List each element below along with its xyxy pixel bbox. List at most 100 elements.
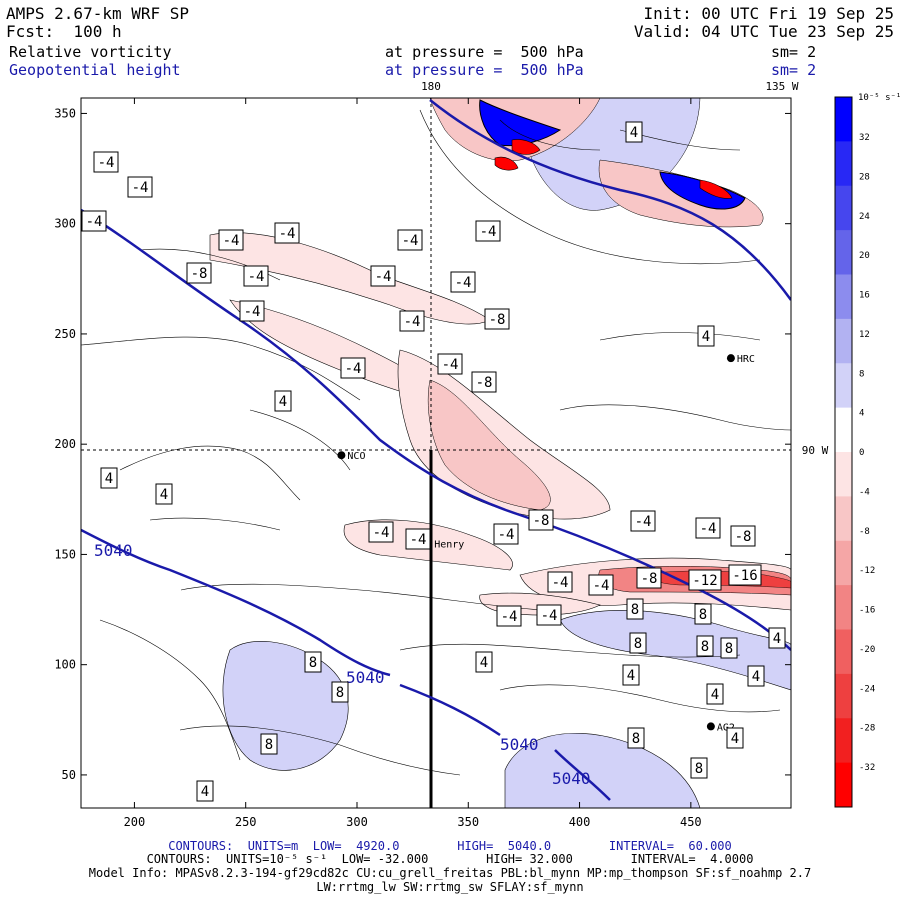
vorticity-label-box <box>405 528 431 550</box>
x-tick-label: 350 <box>457 815 479 829</box>
station-dot <box>726 354 735 363</box>
footer-height-contours: CONTOURS: UNITS=m LOW= 4920.0 HIGH= 5040… <box>168 839 732 853</box>
colorbar-label: -28 <box>859 724 875 734</box>
colorbar-label: -16 <box>859 606 875 616</box>
colorbar-label: -32 <box>859 763 875 773</box>
vorticity-label-box <box>690 757 708 779</box>
vorticity-label: -4 <box>402 233 419 249</box>
vorticity-label-box <box>304 651 322 673</box>
vorticity-label-box <box>155 483 173 505</box>
vorticity-label: 8 <box>699 607 707 623</box>
field1-smoothing: sm= 2 <box>771 43 817 61</box>
vorticity-label-box <box>450 271 476 293</box>
vorticity-label-box <box>274 222 300 244</box>
vorticity-label-box <box>484 308 510 330</box>
field2-pressure: at pressure = 500 hPa <box>385 61 584 79</box>
colorbar-label: 4 <box>859 409 864 419</box>
vorticity-label: -4 <box>98 155 115 171</box>
vorticity-label-box <box>747 665 765 687</box>
vorticity-label: 8 <box>701 639 709 655</box>
colorbar-segment <box>835 318 852 364</box>
vorticity-label-box <box>81 210 107 232</box>
station-dot <box>706 722 715 731</box>
vorticity-label: 8 <box>634 636 642 652</box>
station-label: NCO <box>347 451 365 462</box>
colorbar-segment <box>835 762 852 808</box>
vorticity-label-box <box>706 683 724 705</box>
y-tick-label: 100 <box>54 658 76 672</box>
vorticity-label: -4 <box>498 527 515 543</box>
vorticity-label-box <box>630 510 656 532</box>
vorticity-label-box <box>694 603 712 625</box>
colorbar-segment <box>835 629 852 675</box>
vorticity-label: -4 <box>410 532 427 548</box>
vorticity-label: 8 <box>631 602 639 618</box>
vorticity-label: -4 <box>132 180 149 196</box>
colorbar-label: -8 <box>859 527 870 537</box>
vorticity-label-box <box>127 176 153 198</box>
x-tick-label: 250 <box>235 815 257 829</box>
station-label: Henry <box>434 539 464 550</box>
vorticity-label-box <box>636 567 662 589</box>
height-label: 5040 <box>94 541 133 560</box>
vorticity-label: -4 <box>552 575 569 591</box>
vorticity-label: -4 <box>442 357 459 373</box>
vorticity-label: -4 <box>248 269 265 285</box>
vorticity-label: -4 <box>279 226 296 242</box>
colorbar-segment <box>835 97 852 142</box>
colorbar-segment <box>835 585 852 630</box>
vorticity-label: 8 <box>336 685 344 701</box>
valid-time: Valid: 04 UTC Tue 23 Sep 25 <box>633 22 894 41</box>
colorbar-label: 8 <box>859 369 864 379</box>
x-tick-label: 300 <box>346 815 368 829</box>
vorticity-label: -4 <box>501 609 518 625</box>
station-label: HRC <box>737 354 755 365</box>
vorticity-label: 4 <box>480 655 488 671</box>
lon-label-180: 180 <box>421 80 441 93</box>
colorbar-segment <box>835 673 852 719</box>
positive-vorticity-area <box>504 733 701 808</box>
vorticity-label-box <box>218 229 244 251</box>
map-plot-area: NCO HRC Henry AG2 <box>81 98 791 808</box>
vorticity-label: -4 <box>541 608 558 624</box>
colorbar-segment <box>835 363 852 409</box>
vorticity-label: -4 <box>345 361 362 377</box>
x-tick-label: 400 <box>569 815 591 829</box>
field1-pressure: at pressure = 500 hPa <box>385 43 584 61</box>
vorticity-label: -8 <box>489 312 506 328</box>
station-dot <box>337 451 346 460</box>
vorticity-label: 4 <box>752 669 760 685</box>
colorbar-label: 0 <box>859 448 864 458</box>
colorbar-label: 24 <box>859 212 870 222</box>
vorticity-label-box <box>625 121 643 143</box>
vorticity-label: -4 <box>480 224 497 240</box>
vorticity-label-box <box>528 509 554 531</box>
vorticity-label: 8 <box>632 731 640 747</box>
vorticity-label-box <box>475 220 501 242</box>
vorticity-label-box <box>340 357 366 379</box>
vorticity-label-box <box>493 523 519 545</box>
vorticity-label: 4 <box>279 394 287 410</box>
vorticity-label: 4 <box>731 731 739 747</box>
vorticity-label: 4 <box>711 687 719 703</box>
vorticity-label: 4 <box>630 125 638 141</box>
vorticity-label-box <box>93 151 119 173</box>
colorbar-segment <box>835 185 852 231</box>
vorticity-label: 8 <box>265 737 273 753</box>
colorbar-label: -12 <box>859 566 875 576</box>
height-label: 5040 <box>346 668 385 687</box>
vorticity-label-box <box>695 517 721 539</box>
vorticity-label-box <box>274 390 292 412</box>
vorticity-label-box <box>588 574 614 596</box>
x-tick-label: 450 <box>680 815 702 829</box>
colorbar-segment <box>835 540 852 586</box>
vorticity-label-box <box>471 371 497 393</box>
vorticity-label-box <box>475 651 493 673</box>
colorbar-label: 28 <box>859 172 870 182</box>
vorticity-label: -8 <box>476 375 493 391</box>
vorticity-label: 4 <box>627 668 635 684</box>
vorticity-labels: -4 -4 -4 -4 -4 -4 -4 -8 -4 -4 -4 -4 -4 -8 -4 -4 -8 -4 -4 -4… <box>81 121 786 802</box>
vorticity-label-box <box>186 262 212 284</box>
vorticity-label: 4 <box>105 471 113 487</box>
y-tick-label: 50 <box>62 768 76 782</box>
